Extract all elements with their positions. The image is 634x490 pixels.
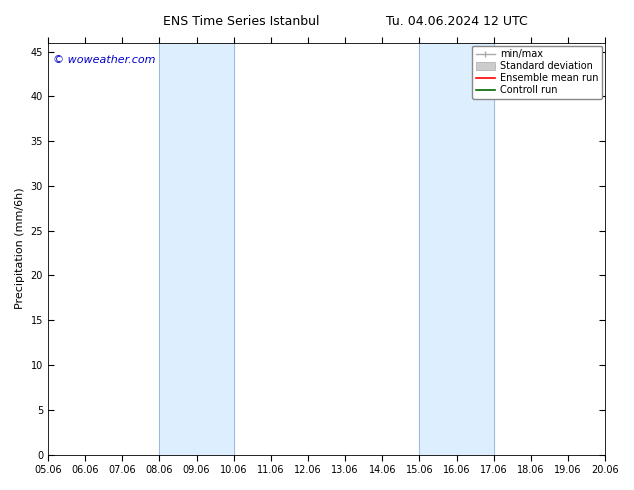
Text: Tu. 04.06.2024 12 UTC: Tu. 04.06.2024 12 UTC xyxy=(385,15,527,28)
Y-axis label: Precipitation (mm/6h): Precipitation (mm/6h) xyxy=(15,188,25,309)
Text: © woweather.com: © woweather.com xyxy=(53,55,156,65)
Text: ENS Time Series Istanbul: ENS Time Series Istanbul xyxy=(163,15,319,28)
Legend: min/max, Standard deviation, Ensemble mean run, Controll run: min/max, Standard deviation, Ensemble me… xyxy=(472,46,602,99)
Bar xyxy=(159,43,234,455)
Bar xyxy=(420,43,494,455)
